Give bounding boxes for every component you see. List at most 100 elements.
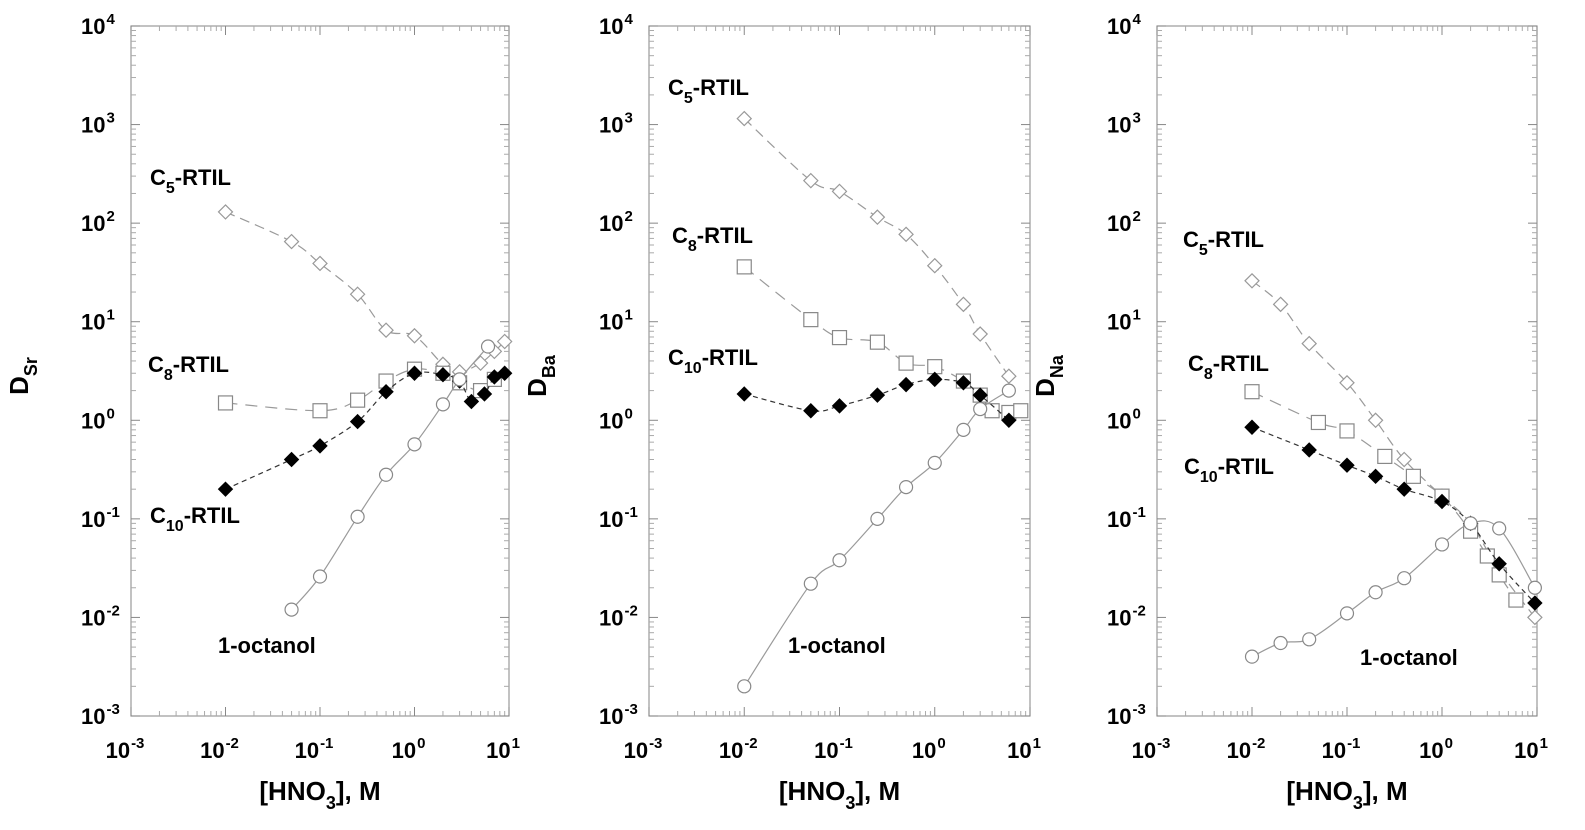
data-point (898, 226, 914, 243)
data-point (927, 371, 943, 388)
panel-sr: 10-3 10-2 10-1 100 101 10-3 10-2 10-1 100 101 102 1… (4, 11, 520, 813)
y-tick-label: 10-2 (81, 602, 120, 630)
data-point (349, 286, 366, 303)
data-point (803, 403, 819, 419)
y-tick-label: 10-3 (1107, 701, 1146, 729)
x-tick-label: 10-3 (106, 735, 145, 763)
data-point (312, 403, 328, 419)
series-label: C10-RTIL (1184, 454, 1274, 486)
data-point (406, 327, 423, 344)
data-point (1396, 451, 1413, 468)
data-point (972, 326, 989, 342)
y-tick-label: 10-1 (1107, 504, 1146, 532)
data-point (350, 509, 365, 524)
series-label: C5-RTIL (668, 75, 749, 107)
data-point (1301, 442, 1317, 458)
data-point (496, 333, 513, 350)
data-point (898, 355, 914, 371)
data-point (1301, 335, 1318, 352)
data-point (926, 257, 943, 274)
data-point (1244, 384, 1260, 400)
data-point (312, 438, 328, 454)
data-point (349, 413, 366, 430)
y-tick-label: 10-1 (599, 504, 638, 532)
y-tick-label: 103 (599, 110, 633, 138)
data-point (1001, 368, 1017, 385)
data-point (1527, 580, 1542, 595)
y-tick-label: 100 (81, 405, 115, 433)
series-label: C5-RTIL (1183, 227, 1264, 259)
data-point (435, 397, 451, 412)
data-point (1377, 448, 1393, 465)
y-tick-label: 10-3 (599, 701, 638, 729)
data-point (898, 479, 914, 495)
data-point (1397, 571, 1412, 586)
series-c10-rtil: C10-RTIL (668, 345, 1017, 428)
data-point (831, 398, 848, 414)
data-point (1244, 272, 1260, 289)
data-point (480, 339, 496, 354)
series-line (1251, 280, 1536, 618)
y-tick-label: 102 (1107, 208, 1141, 236)
y-tick-label: 104 (1107, 11, 1141, 39)
data-point (378, 467, 394, 482)
y-axis-label: DBa (522, 354, 559, 397)
y-tick-label: 100 (1107, 405, 1141, 433)
x-axis-label: [HNO3], M (259, 776, 380, 813)
x-tick-label: 101 (1514, 735, 1548, 763)
series-label: C10-RTIL (668, 345, 758, 377)
data-point (1013, 403, 1029, 419)
data-point (463, 393, 480, 410)
y-tick-label: 101 (1107, 307, 1141, 335)
data-point (435, 366, 451, 383)
data-point (1339, 423, 1355, 439)
data-point (869, 209, 886, 226)
series-label: C5-RTIL (150, 165, 231, 197)
y-tick-label: 10-1 (81, 504, 120, 532)
data-point (1244, 419, 1260, 435)
data-point (1001, 383, 1016, 398)
data-point (217, 481, 234, 497)
series-1-octanol: 1-octanol (218, 339, 496, 658)
series-line (225, 371, 505, 490)
x-tick-label: 10-1 (295, 735, 334, 763)
data-point (472, 355, 489, 371)
x-tick-label: 101 (1007, 735, 1041, 763)
x-axis-label: [HNO3], M (1286, 776, 1407, 813)
data-point (832, 553, 847, 568)
data-point (1310, 414, 1327, 431)
x-tick-label: 10-3 (1132, 735, 1171, 763)
series-label: 1-octanol (788, 633, 886, 658)
data-point (1405, 468, 1422, 484)
data-point (737, 679, 752, 694)
data-point (803, 312, 819, 328)
series-c10-rtil: C10-RTIL (150, 365, 513, 535)
y-tick-label: 10-2 (599, 602, 638, 630)
data-point (284, 602, 299, 617)
x-tick-label: 10-2 (719, 735, 758, 763)
data-point (283, 451, 300, 468)
data-point (350, 392, 366, 408)
data-point (1434, 493, 1450, 510)
data-point (831, 329, 848, 346)
data-point (955, 375, 972, 391)
x-tick-label: 10-3 (624, 735, 663, 763)
data-point (1492, 521, 1507, 536)
data-point (870, 511, 885, 526)
data-point (1339, 457, 1355, 473)
y-tick-label: 102 (81, 208, 115, 236)
y-tick-label: 103 (81, 110, 115, 138)
data-point (1463, 516, 1478, 531)
data-point (1527, 609, 1543, 626)
panel-na: 10-3 10-2 10-1 100 101 10-3 10-2 10-1 100 101 102 1… (1030, 11, 1548, 813)
series-line (1251, 520, 1536, 658)
data-point (406, 365, 423, 381)
x-axis-label: [HNO3], M (779, 776, 900, 813)
data-point (1339, 606, 1355, 621)
series-c8-rtil: C8-RTIL (672, 223, 1029, 421)
series-line (1251, 391, 1517, 601)
x-tick-label: 10-2 (1227, 735, 1266, 763)
data-point (312, 569, 328, 584)
